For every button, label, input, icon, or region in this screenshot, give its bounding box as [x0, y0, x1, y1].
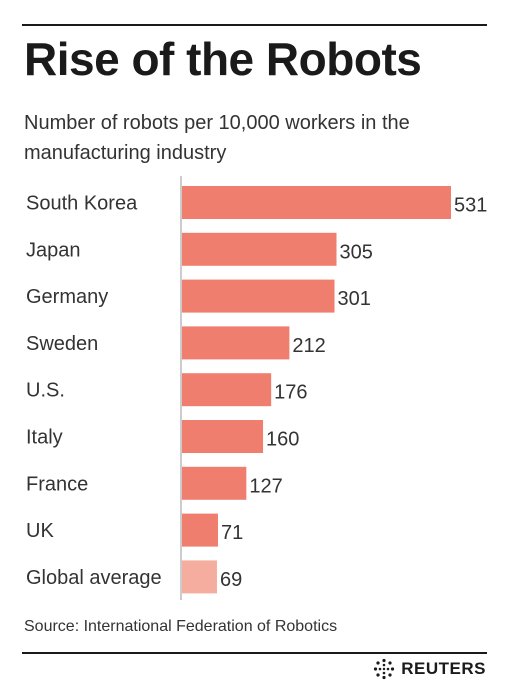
bar — [182, 420, 264, 453]
category-label: South Korea — [26, 193, 138, 215]
bar — [182, 373, 272, 407]
value-label: 176 — [274, 382, 307, 404]
reuters-logo: REUTERS — [373, 657, 486, 681]
value-label: 301 — [337, 288, 370, 310]
category-label: Global average — [26, 567, 162, 589]
chart-title: Rise of the Robots — [24, 33, 422, 85]
category-label: France — [26, 473, 88, 495]
bottom-rule — [22, 652, 487, 654]
category-label: Italy — [26, 427, 63, 449]
bar — [182, 186, 451, 219]
bar — [182, 513, 218, 547]
value-label: 71 — [221, 522, 243, 544]
bar — [182, 232, 337, 266]
publisher-name: REUTERS — [401, 659, 486, 678]
value-label: 69 — [220, 569, 242, 591]
category-label: Sweden — [26, 333, 98, 355]
category-label: Germany — [26, 286, 108, 308]
category-label: Japan — [26, 239, 81, 261]
source-note: Source: International Federation of Robo… — [24, 618, 338, 635]
bar-chart: South Korea 531 Japan 305 Germany 301 Sweden 21… — [26, 176, 487, 600]
value-label: 160 — [266, 429, 299, 451]
bar — [182, 560, 217, 594]
value-label: 212 — [292, 335, 325, 357]
top-rule — [22, 24, 487, 26]
bar — [182, 326, 290, 360]
bar — [182, 279, 335, 313]
value-label: 127 — [249, 475, 282, 497]
chart-subtitle: Number of robots per 10,000 workers in t… — [24, 112, 410, 164]
value-label: 305 — [340, 241, 373, 263]
category-label: UK — [26, 520, 54, 542]
reuters-dots-icon — [374, 658, 395, 680]
bar — [182, 466, 247, 500]
value-label: 531 — [454, 195, 487, 217]
category-label: U.S. — [26, 380, 65, 402]
